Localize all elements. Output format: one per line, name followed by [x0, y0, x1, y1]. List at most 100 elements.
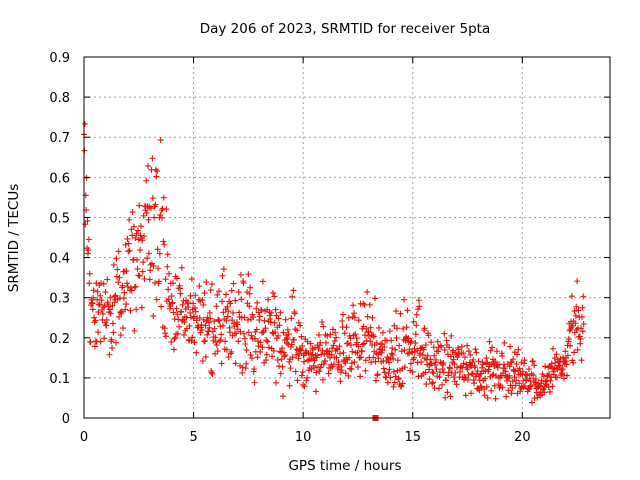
- data-point: [147, 267, 154, 274]
- data-point: [133, 306, 140, 313]
- data-point: [369, 314, 376, 321]
- data-point: [168, 293, 175, 300]
- data-point: [120, 325, 127, 332]
- data-point: [127, 307, 134, 314]
- data-point: [224, 313, 231, 320]
- data-point: [426, 376, 433, 383]
- data-point: [340, 311, 347, 318]
- data-point: [251, 379, 258, 386]
- data-point: [249, 311, 256, 318]
- data-point: [222, 338, 229, 345]
- data-point: [580, 320, 587, 327]
- data-point: [96, 301, 103, 308]
- data-point: [186, 322, 193, 329]
- data-point: [327, 331, 334, 338]
- data-point: [386, 328, 393, 335]
- data-point: [192, 292, 199, 299]
- data-point: [430, 370, 437, 377]
- data-point: [265, 344, 272, 351]
- data-point: [174, 330, 181, 337]
- data-point: [538, 377, 545, 384]
- data-point: [101, 335, 108, 342]
- data-point: [562, 348, 569, 355]
- data-point: [564, 352, 571, 359]
- data-point: [369, 331, 376, 338]
- data-point: [494, 364, 501, 371]
- data-point: [508, 359, 515, 366]
- data-point: [511, 374, 518, 381]
- data-point: [351, 359, 358, 366]
- data-point: [465, 348, 472, 355]
- data-point: [95, 301, 102, 308]
- data-point: [447, 393, 454, 400]
- data-point: [329, 326, 336, 333]
- data-point: [280, 329, 287, 336]
- data-point: [475, 358, 482, 365]
- data-point: [277, 309, 284, 316]
- data-point: [379, 340, 386, 347]
- data-point: [269, 353, 276, 360]
- data-point: [446, 344, 453, 351]
- data-point: [395, 375, 402, 382]
- data-point: [126, 216, 133, 223]
- data-point: [431, 352, 438, 359]
- data-point: [509, 384, 516, 391]
- data-point: [124, 235, 131, 242]
- data-point: [308, 366, 315, 373]
- data-point: [245, 329, 252, 336]
- data-point: [251, 335, 258, 342]
- data-point: [212, 350, 219, 357]
- data-point: [506, 372, 513, 379]
- data-point: [223, 291, 230, 298]
- data-point: [280, 393, 287, 400]
- data-point: [107, 294, 114, 301]
- data-point: [246, 290, 253, 297]
- data-point: [516, 380, 523, 387]
- data-point: [137, 247, 144, 254]
- data-point: [237, 271, 244, 278]
- data-point: [294, 377, 301, 384]
- y-axis-label: SRMTID / TECUs: [6, 184, 22, 292]
- data-point: [267, 319, 274, 326]
- data-point: [129, 209, 136, 216]
- data-point: [347, 335, 354, 342]
- data-point: [139, 268, 146, 275]
- data-point: [422, 341, 429, 348]
- data-point: [372, 358, 379, 365]
- data-point: [425, 366, 432, 373]
- data-point: [165, 286, 172, 293]
- data-point: [337, 378, 344, 385]
- data-point: [264, 338, 271, 345]
- data-point: [136, 272, 143, 279]
- data-point: [462, 392, 469, 399]
- data-point: [487, 347, 494, 354]
- y-tick-label: 0.6: [49, 171, 70, 186]
- data-point: [162, 276, 169, 283]
- data-point: [109, 344, 116, 351]
- x-tick-label: 20: [514, 430, 531, 445]
- data-point: [415, 373, 422, 380]
- data-point: [92, 317, 99, 324]
- data-point: [468, 390, 475, 397]
- data-point: [470, 356, 477, 363]
- data-point: [123, 280, 130, 287]
- data-point: [219, 272, 226, 279]
- data-point: [162, 330, 169, 337]
- data-point: [375, 324, 382, 331]
- data-point: [570, 359, 577, 366]
- data-point: [300, 381, 307, 388]
- data-point: [114, 266, 121, 273]
- data-point: [348, 360, 355, 367]
- data-point: [350, 302, 357, 309]
- data-point: [98, 280, 105, 287]
- data-point: [227, 300, 234, 307]
- data-point: [176, 323, 183, 330]
- y-axis-tick-labels: 0 0.1 0.2 0.3 0.4 0.5 0.6 0.7 0.8 0.9: [49, 51, 70, 427]
- data-point: [574, 278, 581, 285]
- data-point: [164, 263, 171, 270]
- data-point: [444, 351, 451, 358]
- data-point: [185, 304, 192, 311]
- data-point: [205, 319, 212, 326]
- data-point: [506, 363, 513, 370]
- data-point: [241, 314, 248, 321]
